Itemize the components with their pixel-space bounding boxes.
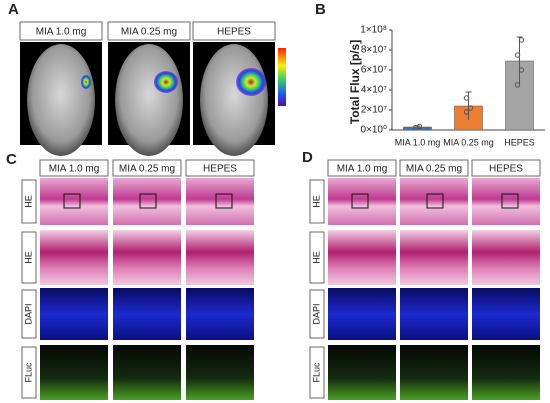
micrograph: [400, 230, 468, 285]
micrograph: [328, 345, 396, 400]
header-box: [107, 21, 191, 41]
y-tick-label: 1×10⁸: [360, 25, 387, 36]
panel-label: D: [302, 149, 313, 166]
column-header: MIA 0.25 mg: [119, 164, 175, 175]
panel-label: B: [315, 1, 326, 18]
panel-label: C: [6, 151, 17, 168]
column-header: HEPES: [203, 164, 237, 175]
row-label: HE: [23, 251, 33, 264]
x-tick-label: MIA 1.0 mg: [395, 137, 441, 147]
signal: [154, 71, 178, 93]
column-header: MIA 1.0 mg: [36, 27, 87, 38]
row-label: HE: [311, 251, 321, 264]
micrograph: [40, 345, 108, 400]
data-point: [518, 67, 525, 73]
micrograph: [472, 178, 540, 225]
roi-box: [501, 193, 519, 209]
micrograph: [113, 230, 181, 285]
header-box: [185, 159, 255, 177]
column-header: HEPES: [489, 164, 523, 175]
row-label-box: [309, 231, 325, 284]
micrograph: [40, 178, 108, 225]
y-tick-label: 6×10⁷: [361, 65, 388, 76]
micrograph: [472, 288, 540, 340]
column-header: MIA 0.25 mg: [121, 27, 177, 38]
roi-box: [139, 193, 157, 209]
data-point: [416, 123, 423, 130]
column-header: HEPES: [217, 27, 251, 38]
micrograph: [328, 288, 396, 340]
micrograph: [472, 230, 540, 285]
row-label-box: [309, 179, 325, 224]
micrograph: [400, 288, 468, 340]
y-tick-label: 4×10⁷: [361, 85, 388, 96]
micrograph: [186, 230, 254, 285]
data-point: [518, 37, 525, 43]
x-tick-label: MIA 0.25 mg: [443, 137, 494, 147]
y-tick-label: 0×10⁰: [360, 125, 387, 136]
column-header: MIA 1.0 mg: [337, 164, 388, 175]
y-tick-label: 2×10⁷: [361, 105, 388, 116]
row-label-box: [21, 179, 37, 224]
micrograph: [186, 178, 254, 225]
data-point: [467, 105, 474, 111]
mouse: [115, 44, 183, 156]
micrograph: [113, 345, 181, 400]
row-label: HE: [311, 195, 321, 208]
panel-label: A: [8, 1, 19, 18]
micrograph: [40, 288, 108, 340]
header-box: [327, 159, 397, 177]
header-box: [19, 21, 103, 41]
micrograph: [186, 288, 254, 340]
data-point: [463, 95, 470, 101]
roi-box: [351, 193, 369, 209]
row-label: DAPI: [311, 303, 321, 324]
header-box: [112, 159, 182, 177]
micrograph: [328, 230, 396, 285]
header-box: [399, 159, 469, 177]
roi-box: [215, 193, 233, 209]
roi-box: [63, 193, 81, 209]
row-label: HE: [23, 195, 33, 208]
mouse: [200, 44, 268, 156]
micrograph: [186, 345, 254, 400]
micrograph: [400, 178, 468, 225]
row-label: DAPI: [23, 303, 33, 324]
signal: [236, 68, 266, 96]
micrograph: [113, 178, 181, 225]
signal: [81, 75, 91, 89]
header-box: [192, 21, 276, 41]
row-label-box: [309, 289, 325, 339]
data-point: [514, 52, 521, 58]
y-tick-label: 8×10⁷: [361, 45, 388, 56]
column-header: MIA 1.0 mg: [49, 164, 100, 175]
micrograph: [400, 345, 468, 400]
y-axis-label: Total Flux [p/s]: [348, 40, 362, 124]
row-label: FLuc: [311, 362, 321, 383]
column-header: MIA 0.25 mg: [406, 164, 462, 175]
micrograph: [40, 230, 108, 285]
header-box: [39, 159, 109, 177]
row-label-box: [21, 289, 37, 339]
micrograph: [328, 178, 396, 225]
micrograph: [113, 288, 181, 340]
row-label: FLuc: [23, 362, 33, 383]
row-label-box: [309, 346, 325, 399]
color-scale: [278, 48, 286, 106]
data-point: [514, 82, 521, 88]
row-label-box: [21, 231, 37, 284]
data-point: [463, 109, 470, 115]
mouse: [27, 44, 95, 156]
header-box: [471, 159, 541, 177]
roi-box: [426, 193, 444, 209]
x-tick-label: HEPES: [504, 137, 535, 147]
row-label-box: [21, 346, 37, 399]
micrograph: [472, 345, 540, 400]
